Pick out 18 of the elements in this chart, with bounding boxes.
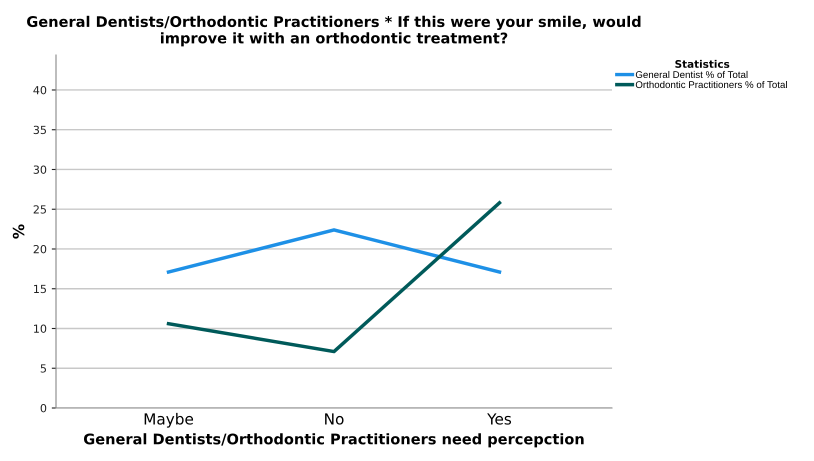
y-tick-label: 20: [34, 244, 46, 254]
y-tick-label: 40: [33, 86, 46, 94]
y-tick-label: 10: [34, 324, 46, 333]
y-axis-title: %: [12, 224, 24, 239]
y-tick-label: 25: [34, 205, 46, 214]
y-tick-label: 5: [40, 364, 46, 373]
y-tick-label: 15: [34, 284, 46, 294]
y-tick-label: 35: [34, 126, 46, 134]
x-tick-label: Maybe: [144, 412, 194, 428]
y-tick-label: 30: [34, 165, 46, 174]
legend-title: Statistics: [675, 60, 730, 68]
chart-title: General Dentists/Orthodontic Practitioners * If this were your smile, would improve it with an orthodontic treatment?: [27, 16, 640, 46]
legend-label: Orthodontic Practitioners % of Total: [636, 80, 787, 88]
x-axis-title: General Dentists/Orthodontic Practitioners need percepction: [84, 433, 584, 448]
x-tick-label: Yes: [487, 413, 512, 425]
y-tick-label: 0: [40, 404, 46, 412]
legend-label: General Dentist % of Total: [636, 70, 748, 78]
x-tick-label: No: [325, 413, 344, 425]
